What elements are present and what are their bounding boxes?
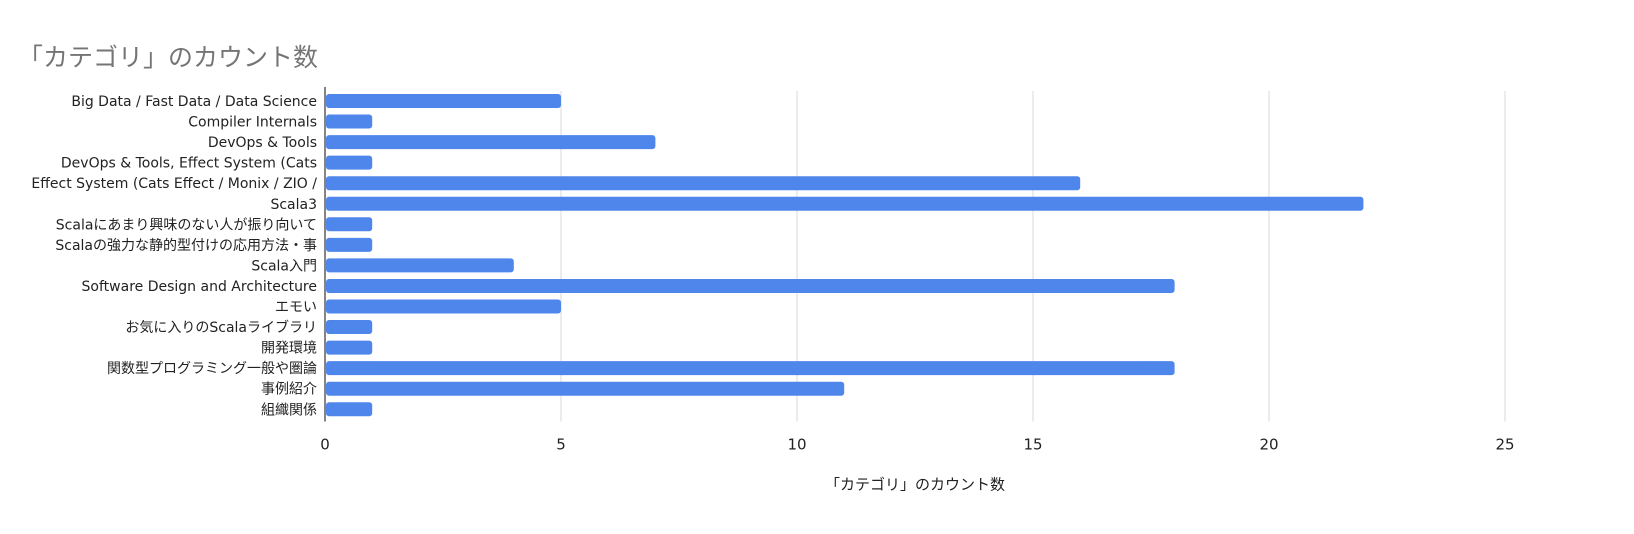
bar bbox=[326, 361, 1175, 376]
bar bbox=[326, 176, 1081, 191]
bar bbox=[326, 155, 373, 170]
bars bbox=[326, 94, 1364, 417]
category-label: 組織関係 bbox=[261, 402, 317, 418]
category-label: Scala入門 bbox=[251, 258, 317, 274]
x-tick-label: 25 bbox=[1495, 436, 1514, 454]
category-label: Compiler Internals bbox=[188, 115, 317, 131]
bar bbox=[326, 258, 514, 273]
bar bbox=[326, 299, 561, 314]
category-labels: Big Data / Fast Data / Data Science Compi… bbox=[31, 94, 317, 418]
category-label: お気に入りのScalaライブラリ bbox=[125, 319, 317, 336]
x-tick-label: 15 bbox=[1023, 436, 1042, 454]
bar bbox=[326, 237, 373, 252]
category-label: Scalaにあまり興味のない人が振り向いて bbox=[56, 217, 317, 233]
x-tick-label: 10 bbox=[787, 436, 806, 454]
x-tick-labels: 0 5 10 15 20 25 bbox=[320, 436, 1514, 454]
bar bbox=[326, 402, 373, 417]
bar bbox=[326, 217, 373, 232]
category-label: DevOps & Tools, Effect System (Cats bbox=[61, 156, 317, 172]
bar bbox=[326, 320, 373, 335]
bar bbox=[326, 114, 373, 129]
category-label: 事例紹介 bbox=[261, 382, 317, 398]
category-label: Software Design and Architecture bbox=[82, 279, 317, 295]
x-tick-label: 5 bbox=[556, 436, 566, 454]
bar bbox=[326, 340, 373, 355]
bar bbox=[326, 94, 561, 108]
category-label: Scala3 bbox=[270, 197, 317, 213]
bar bbox=[326, 278, 1175, 293]
bar bbox=[326, 135, 656, 150]
x-tick-label: 20 bbox=[1259, 436, 1278, 454]
category-label: Scalaの強力な静的型付けの応用方法・事 bbox=[55, 238, 317, 254]
category-label: エモい bbox=[275, 300, 317, 316]
category-label: Big Data / Fast Data / Data Science bbox=[71, 94, 317, 110]
category-label: 開発環境 bbox=[261, 341, 317, 357]
x-tick-label: 0 bbox=[320, 436, 330, 454]
bar bbox=[326, 381, 845, 396]
category-label: DevOps & Tools bbox=[208, 135, 317, 151]
x-axis-title: 「カテゴリ」のカウント数 bbox=[825, 476, 1005, 494]
category-label: Effect System (Cats Effect / Monix / ZIO… bbox=[31, 176, 317, 192]
category-label: 関数型プログラミング一般や圏論 bbox=[107, 361, 317, 377]
chart-title: 「カテゴリ」のカウント数 bbox=[18, 43, 319, 72]
bar bbox=[326, 196, 1364, 211]
